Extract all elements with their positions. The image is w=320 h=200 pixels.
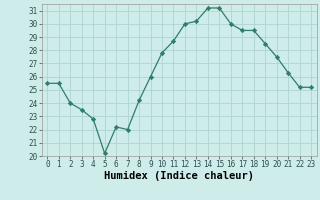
X-axis label: Humidex (Indice chaleur): Humidex (Indice chaleur)	[104, 171, 254, 181]
